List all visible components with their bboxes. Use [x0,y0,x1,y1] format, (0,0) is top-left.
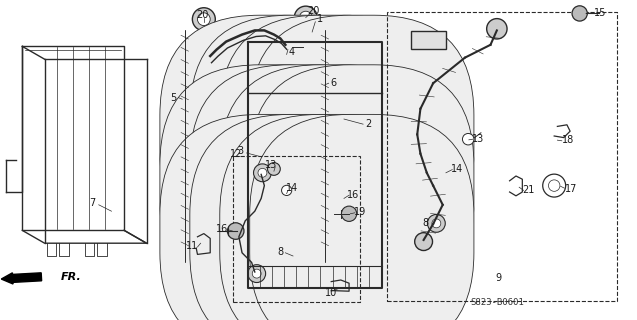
Circle shape [248,265,266,283]
Circle shape [268,163,280,175]
FancyBboxPatch shape [220,65,444,303]
Circle shape [543,174,566,197]
FancyBboxPatch shape [190,65,414,303]
FancyBboxPatch shape [220,115,444,320]
Text: 12: 12 [229,149,242,159]
Circle shape [427,214,445,232]
Text: 8: 8 [422,218,429,228]
Text: 17: 17 [564,184,577,194]
Text: 14: 14 [285,183,298,193]
Circle shape [548,180,560,191]
FancyBboxPatch shape [250,115,474,320]
Circle shape [294,6,317,29]
Text: 6: 6 [331,78,337,88]
Circle shape [282,185,292,196]
Circle shape [263,77,278,92]
Text: 19: 19 [354,207,366,217]
Text: 16: 16 [347,189,360,200]
Text: 9: 9 [495,273,501,284]
Text: 16: 16 [215,224,228,234]
Circle shape [252,269,261,278]
Text: 13: 13 [471,134,484,144]
Circle shape [487,19,507,39]
Circle shape [254,164,271,182]
FancyBboxPatch shape [220,15,444,253]
Text: 4: 4 [289,47,295,57]
Text: S823-B0601: S823-B0601 [470,298,524,307]
Text: FR.: FR. [61,272,82,282]
FancyBboxPatch shape [160,65,384,303]
FancyBboxPatch shape [190,115,414,320]
Text: 15: 15 [594,8,606,18]
Circle shape [258,168,267,177]
Text: 1: 1 [317,14,324,24]
FancyBboxPatch shape [250,15,474,253]
Circle shape [462,133,474,145]
Circle shape [341,206,357,221]
Text: 10: 10 [325,288,338,298]
Bar [411,31,446,49]
Text: 11: 11 [186,241,199,252]
Bar [233,156,360,302]
Text: 2: 2 [365,119,371,129]
Circle shape [415,233,433,251]
Circle shape [349,77,364,92]
Circle shape [352,80,361,89]
Circle shape [280,40,296,56]
FancyBboxPatch shape [160,115,384,320]
FancyArrow shape [1,273,41,284]
Text: 13: 13 [264,160,277,170]
Text: 20: 20 [196,10,209,20]
Circle shape [572,6,587,21]
FancyBboxPatch shape [190,15,414,253]
Text: 5: 5 [170,92,176,103]
Text: 14: 14 [451,164,464,174]
FancyBboxPatch shape [160,15,384,253]
Ellipse shape [287,71,322,81]
Text: 3: 3 [238,146,244,156]
Circle shape [299,11,312,24]
Circle shape [197,13,210,26]
Circle shape [202,53,215,66]
Text: 20: 20 [307,5,320,16]
Text: 18: 18 [562,135,575,145]
Ellipse shape [325,56,350,64]
Text: 7: 7 [89,198,96,208]
FancyBboxPatch shape [250,65,474,303]
Circle shape [432,219,441,228]
Circle shape [266,80,275,89]
Text: 21: 21 [522,185,535,196]
Ellipse shape [284,51,312,61]
Circle shape [192,8,215,31]
Bar [387,12,617,301]
Circle shape [227,223,244,239]
Text: 8: 8 [277,247,283,257]
